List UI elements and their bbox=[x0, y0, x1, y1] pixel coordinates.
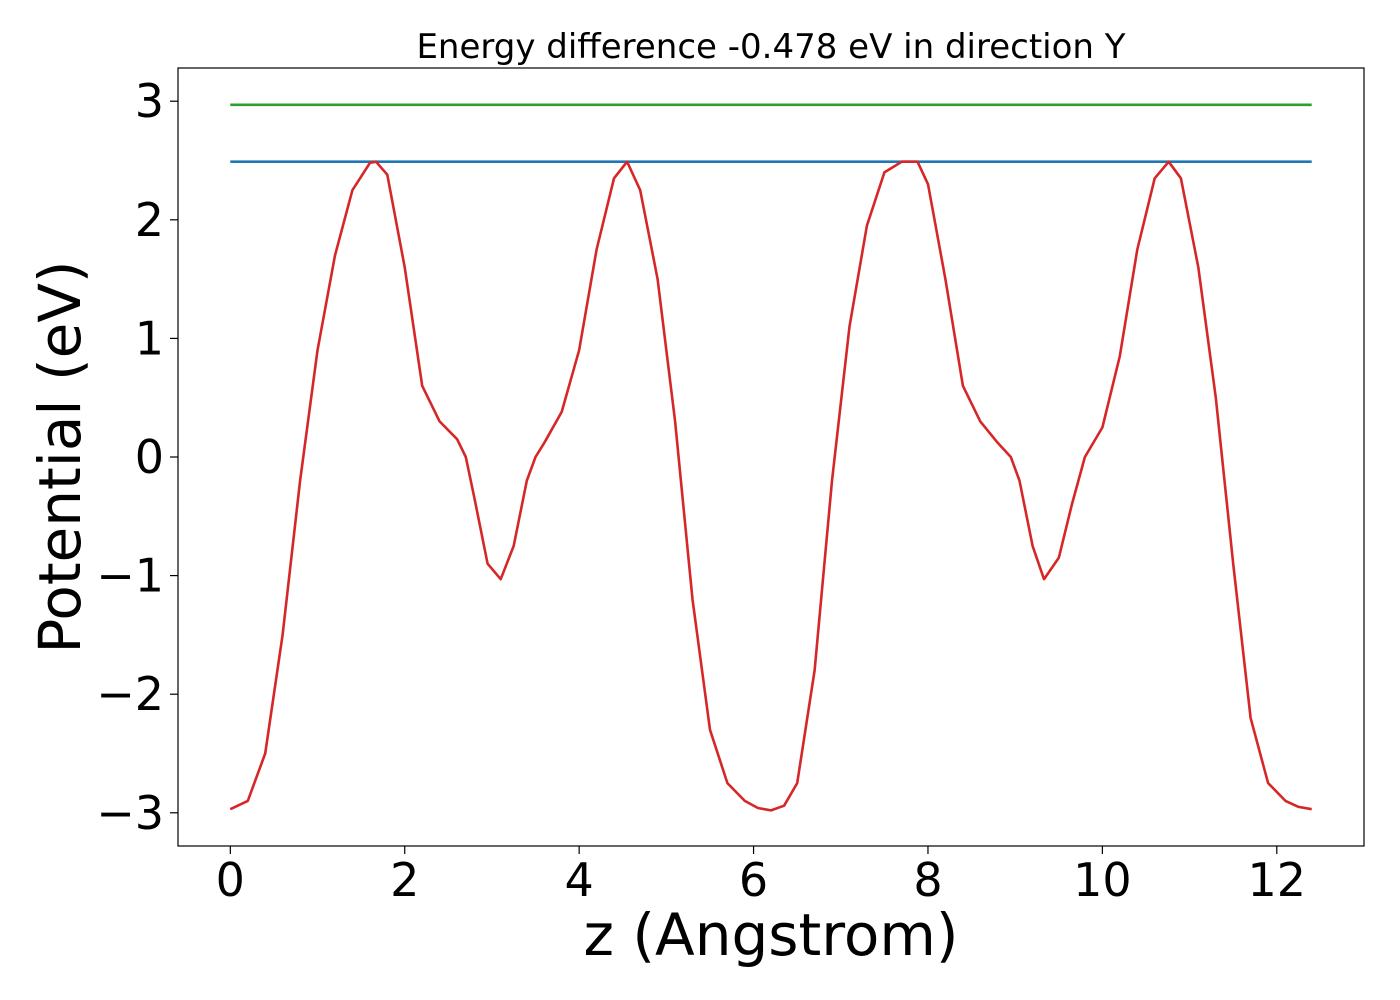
y-tick-label: 3 bbox=[135, 74, 164, 128]
x-tick-label: 8 bbox=[913, 853, 942, 907]
x-tick-label: 12 bbox=[1248, 853, 1307, 907]
x-tick-label: 6 bbox=[739, 853, 768, 907]
x-tick-label: 2 bbox=[390, 853, 419, 907]
y-tick-label: 1 bbox=[135, 311, 164, 365]
x-axis-label: z (Angstrom) bbox=[584, 901, 959, 969]
y-tick-label: −1 bbox=[96, 549, 164, 603]
y-tick-label: 2 bbox=[135, 193, 164, 247]
x-tick-label: 10 bbox=[1073, 853, 1132, 907]
x-tick-label: 0 bbox=[216, 853, 245, 907]
y-tick-label: −2 bbox=[96, 667, 164, 721]
y-tick-label: 0 bbox=[135, 430, 164, 484]
chart-title: Energy difference -0.478 eV in direction… bbox=[416, 27, 1125, 67]
series-layer bbox=[229, 103, 1312, 812]
x-axis-ticks: 0 2 4 6 8 10 12 bbox=[216, 846, 1306, 907]
y-tick-label: −3 bbox=[96, 786, 164, 840]
y-axis-label: Potential (eV) bbox=[26, 260, 94, 653]
x-tick-label: 4 bbox=[565, 853, 594, 907]
series-line-3 bbox=[229, 160, 1312, 812]
y-axis-ticks: 3 2 1 0 −1 −2 −3 bbox=[96, 74, 178, 840]
